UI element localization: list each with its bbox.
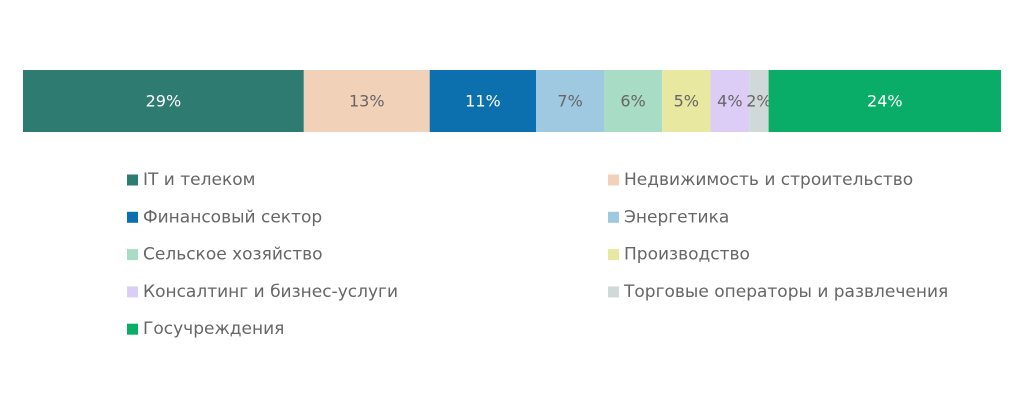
legend-label: Производство — [624, 245, 750, 265]
value-label: 13% — [349, 92, 385, 111]
bar-segment — [662, 70, 711, 132]
bar-segment — [303, 70, 430, 132]
legend-label: Торговые операторы и развлечения — [623, 282, 948, 302]
legend-swatch — [127, 249, 138, 261]
bar-segment — [749, 70, 769, 132]
legend-label: Сельское хозяйство — [143, 245, 323, 265]
value-label: 7% — [557, 92, 582, 111]
value-label: 2% — [746, 92, 771, 111]
legend-label: Финансовый сектор — [143, 207, 322, 227]
bar-segment — [429, 70, 537, 132]
value-label: 11% — [465, 92, 501, 111]
value-label: 4% — [717, 92, 742, 111]
legend-swatch — [127, 211, 138, 223]
legend-label: Госучреждения — [143, 319, 284, 339]
bar-segment — [536, 70, 604, 132]
bar-segment — [768, 70, 1001, 132]
legend-swatch — [127, 174, 138, 186]
value-label: 5% — [674, 92, 699, 111]
legend-swatch — [608, 174, 619, 186]
bar-segment — [603, 70, 663, 132]
legend-label: Недвижимость и строительство — [624, 170, 913, 190]
legend-swatch — [608, 286, 619, 298]
legend-swatch — [608, 211, 619, 223]
bar-segment — [23, 70, 304, 132]
value-label: 24% — [867, 92, 903, 111]
legend-label: IT и телеком — [143, 170, 255, 190]
legend-swatch — [127, 323, 138, 335]
legend-swatch — [608, 249, 619, 261]
bar-segment — [710, 70, 750, 132]
value-label: 29% — [146, 92, 182, 111]
legend-label: Консалтинг и бизнес-услуги — [143, 282, 398, 302]
legend-label: Энергетика — [624, 207, 729, 227]
legend-swatch — [127, 286, 138, 298]
value-label: 6% — [620, 92, 645, 111]
